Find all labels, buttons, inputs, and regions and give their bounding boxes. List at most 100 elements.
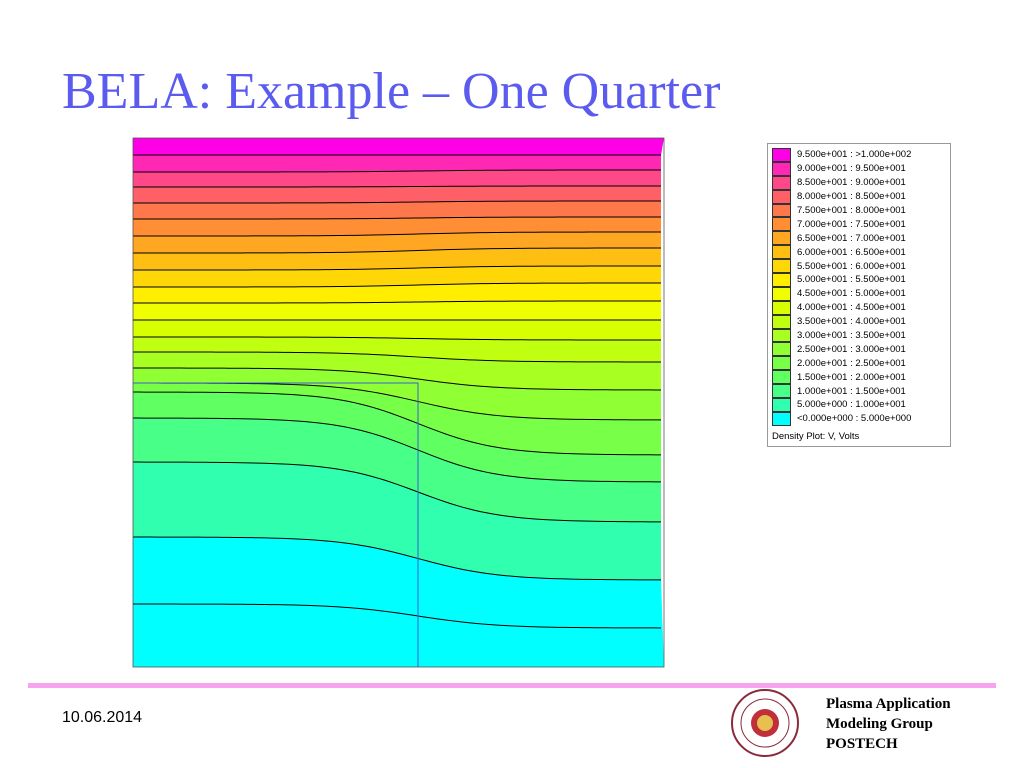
legend-item: 1.000e+001 : 1.500e+001	[772, 384, 950, 399]
field-band	[133, 537, 664, 667]
field-band	[133, 186, 661, 203]
legend-swatch	[772, 384, 791, 399]
field-band	[133, 320, 661, 340]
legend-item: 7.500e+001 : 8.000e+001	[772, 203, 950, 218]
legend-label: 5.000e+000 : 1.000e+001	[797, 399, 906, 411]
legend-swatch	[772, 175, 791, 190]
contour-line	[132, 461, 662, 523]
field-band	[133, 368, 661, 420]
legend-swatch	[772, 342, 791, 357]
legend-swatch	[772, 356, 791, 371]
field-band	[133, 217, 661, 236]
legend-label: 4.000e+001 : 4.500e+001	[797, 302, 906, 314]
plot-frame	[132, 137, 665, 668]
field-band	[133, 170, 661, 187]
legend-swatch	[772, 231, 791, 246]
legend-label: 8.500e+001 : 9.000e+001	[797, 177, 906, 189]
group-line: Plasma Application	[826, 696, 951, 712]
field-band	[133, 201, 661, 219]
legend-swatch	[772, 300, 791, 315]
legend-label: 2.500e+001 : 3.000e+001	[797, 343, 906, 355]
legend-label: 9.500e+001 : >1.000e+002	[797, 149, 912, 161]
group-name: Plasma Application Modeling Group POSTECH	[826, 694, 951, 754]
date: 10.06.2014	[62, 709, 143, 726]
legend-swatch	[772, 203, 791, 218]
legend-item: 4.500e+001 : 5.000e+001	[772, 286, 950, 301]
legend-label: 6.500e+001 : 7.000e+001	[797, 232, 906, 244]
legend-item: 8.000e+001 : 8.500e+001	[772, 189, 950, 204]
field-band	[133, 248, 661, 270]
legend-item: 7.000e+001 : 7.500e+001	[772, 217, 950, 232]
legend-label: 3.500e+001 : 4.000e+001	[797, 316, 906, 328]
bands	[133, 138, 664, 667]
legend-label: 2.000e+001 : 2.500e+001	[797, 357, 906, 369]
legend-item: 8.500e+001 : 9.000e+001	[772, 175, 950, 190]
contour-line	[132, 185, 662, 188]
legend-item: 2.000e+001 : 2.500e+001	[772, 356, 950, 371]
legend-item: 2.500e+001 : 3.000e+001	[772, 342, 950, 357]
contour-line	[132, 391, 662, 456]
contour-line	[132, 216, 662, 220]
contour-line	[132, 247, 662, 254]
contour-line	[132, 231, 662, 237]
contour-line	[132, 200, 662, 204]
contour-line	[132, 336, 662, 341]
legend-swatch	[772, 286, 791, 301]
contour-line	[132, 367, 662, 391]
electrode-boundary	[133, 382, 419, 667]
contour-line	[132, 351, 662, 363]
group-line: Modeling Group	[826, 716, 933, 732]
legend-item: 1.500e+001 : 2.000e+001	[772, 370, 950, 385]
contour-line	[132, 282, 662, 288]
legend-caption: Density Plot: V, Volts	[772, 430, 860, 442]
logo	[731, 689, 799, 757]
legend-swatch	[772, 328, 791, 343]
legend-item: <0.000e+000 : 5.000e+000	[772, 411, 950, 426]
legend-swatch	[772, 189, 791, 204]
legend-label: 7.000e+001 : 7.500e+001	[797, 218, 906, 230]
field-band	[133, 232, 661, 253]
legend-item: 9.500e+001 : >1.000e+002	[772, 148, 950, 162]
legend-item: 6.000e+001 : 6.500e+001	[772, 245, 950, 260]
legend-swatch	[772, 314, 791, 329]
slide-title: BELA: Example – One Quarter	[62, 63, 721, 120]
legend-item: 4.000e+001 : 4.500e+001	[772, 300, 950, 315]
field-band	[133, 155, 661, 172]
contour-line	[132, 417, 662, 483]
contour-line	[132, 265, 662, 271]
legend-item: 3.500e+001 : 4.000e+001	[772, 314, 950, 329]
contour-line	[132, 169, 662, 173]
legend-label: 1.500e+001 : 2.000e+001	[797, 371, 906, 383]
legend-swatch	[772, 161, 791, 176]
field-band	[133, 383, 661, 455]
field-band	[133, 266, 661, 287]
field-band	[133, 138, 664, 155]
field-band	[133, 462, 661, 580]
legend-swatch	[772, 245, 791, 260]
legend-item: 9.000e+001 : 9.500e+001	[772, 161, 950, 176]
legend-label: 5.500e+001 : 6.000e+001	[797, 260, 906, 272]
legend-label: 4.500e+001 : 5.000e+001	[797, 288, 906, 300]
legend-label: 1.000e+001 : 1.500e+001	[797, 385, 906, 397]
legend-label: 3.000e+001 : 3.500e+001	[797, 330, 906, 342]
legend-swatch	[772, 148, 791, 162]
legend-label: <0.000e+000 : 5.000e+000	[797, 413, 912, 425]
field-band	[133, 283, 661, 303]
field-band	[133, 392, 661, 482]
legend-label: 6.000e+001 : 6.500e+001	[797, 246, 906, 258]
legend-item: 5.000e+001 : 5.500e+001	[772, 273, 950, 287]
legend-label: 8.000e+001 : 8.500e+001	[797, 191, 906, 203]
legend-item: 5.000e+000 : 1.000e+001	[772, 398, 950, 412]
field-band	[133, 337, 661, 362]
legend-item: 5.500e+001 : 6.000e+001	[772, 259, 950, 274]
group-line: POSTECH	[826, 736, 898, 752]
contour-line	[132, 603, 662, 629]
field-band	[133, 301, 661, 320]
legend-swatch	[772, 273, 791, 287]
legend-label: 5.000e+001 : 5.500e+001	[797, 274, 906, 286]
legend-label: 9.000e+001 : 9.500e+001	[797, 163, 906, 175]
contours	[132, 154, 662, 629]
legend-swatch	[772, 370, 791, 385]
legend-swatch	[772, 411, 791, 426]
